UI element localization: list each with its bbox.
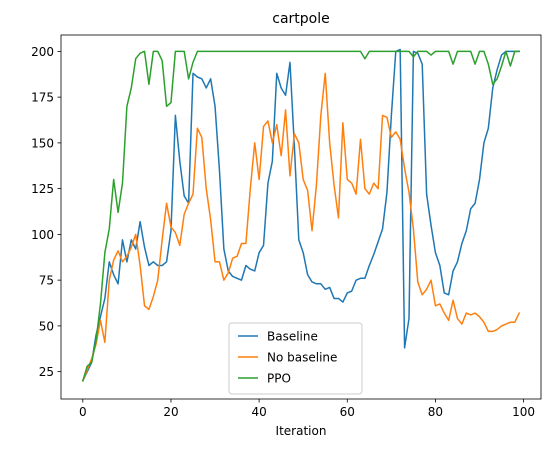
series-line-no-baseline	[81, 72, 521, 382]
y-tick-label: 125	[31, 182, 54, 196]
y-axis-ticks: 25 50 75 100 125 150 175 200	[31, 45, 61, 379]
series-layer	[81, 48, 521, 382]
plot-frame	[60, 34, 542, 400]
x-tick-label: 80	[428, 405, 443, 419]
x-tick-label: 20	[163, 405, 178, 419]
series-line-baseline	[81, 48, 520, 382]
legend-label: No baseline	[267, 351, 337, 365]
y-tick-label: 25	[39, 365, 54, 379]
x-tick-label: 100	[512, 405, 535, 419]
x-axis-ticks: 0 20 40 60 80 100	[79, 399, 535, 419]
y-tick-label: 75	[39, 274, 54, 288]
x-tick-label: 60	[340, 405, 355, 419]
x-tick-label: 40	[251, 405, 266, 419]
x-tick-label: 0	[79, 405, 87, 419]
y-tick-label: 150	[31, 136, 54, 150]
y-tick-label: 200	[31, 45, 54, 59]
y-tick-label: 100	[31, 228, 54, 242]
chart-title: cartpole	[272, 11, 329, 27]
legend-box	[228, 322, 363, 395]
x-axis-label: Iteration	[276, 424, 327, 438]
legend: Baseline No baseline PPO	[228, 322, 363, 395]
legend-label: Baseline	[267, 330, 318, 344]
y-tick-label: 175	[31, 91, 54, 105]
series-line-ppo	[81, 50, 520, 382]
y-tick-label: 50	[39, 319, 54, 333]
legend-label: PPO	[267, 372, 291, 386]
